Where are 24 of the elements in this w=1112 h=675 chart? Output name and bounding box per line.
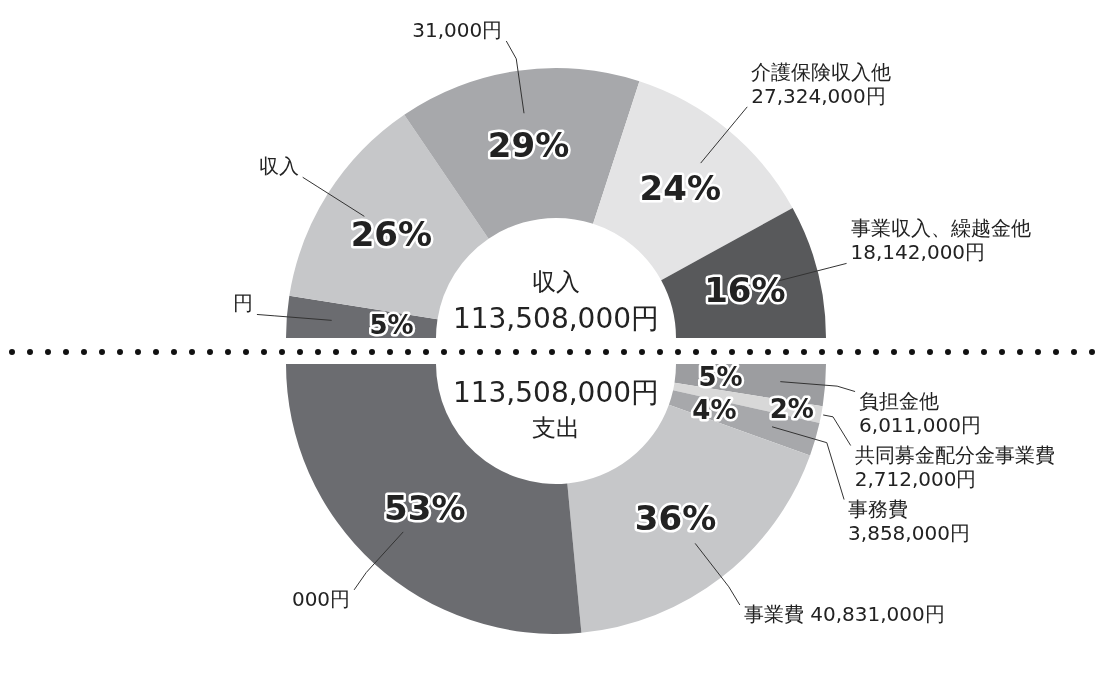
slice-label: 000円 <box>291 586 351 611</box>
text: 113,508,000円 <box>452 375 660 409</box>
slice-label: 介護保険収入他 27,324,000円 <box>751 59 892 108</box>
data-label: 5% <box>369 310 414 341</box>
data-label: 24% <box>639 167 721 208</box>
data-label: 2% <box>769 393 814 424</box>
slice-label: 事業収入、繰越金他 18,142,000円 <box>850 216 1031 265</box>
slice-label: 事業費 40,831,000円 <box>743 602 945 627</box>
data-label: 16% <box>704 269 786 310</box>
text: 収入 <box>532 268 580 296</box>
data-label: 26% <box>350 213 433 254</box>
slice-label: 共同募金配分金事業費 2,712,000円 <box>854 442 1055 491</box>
slice-label: 事務費 3,858,000円 <box>848 496 970 545</box>
data-label: 4% <box>692 395 737 426</box>
slice-label: 円 <box>232 291 253 316</box>
text: 113,508,000円 <box>452 301 660 335</box>
data-label: 36% <box>634 498 717 539</box>
slice-label: 31,000円 <box>412 17 503 42</box>
text: 支出 <box>532 414 580 442</box>
data-label: 5% <box>698 361 743 392</box>
data-label: 53% <box>384 488 466 529</box>
slice-label: 収入 <box>258 154 299 179</box>
data-label: 29% <box>487 124 570 165</box>
slice-label: 負担金他 6,011,000円 <box>859 388 981 437</box>
